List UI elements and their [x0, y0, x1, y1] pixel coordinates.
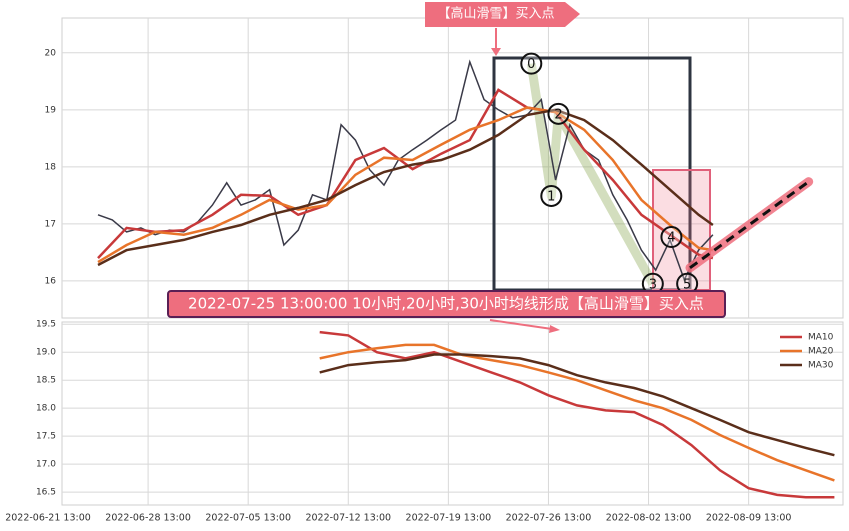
top-frame	[61, 17, 844, 319]
y-tick-label: 19.5	[36, 320, 56, 330]
pattern-point	[540, 184, 563, 207]
pattern-band	[526, 62, 657, 286]
x-tick-label: 2022-07-12 13:00	[305, 513, 391, 524]
pattern-label: 2	[554, 107, 562, 122]
projection-line	[689, 180, 810, 270]
series-line	[97, 88, 714, 260]
series-line	[97, 106, 714, 264]
y-tick-label: 16.5	[36, 488, 56, 498]
pattern-point	[520, 52, 543, 75]
series-line	[319, 353, 835, 457]
pattern-label: 3	[649, 277, 657, 292]
series-line	[97, 108, 714, 267]
x-tick-label: 2022-07-19 13:00	[406, 513, 492, 524]
x-tick-label: 2022-06-21 13:00	[5, 513, 91, 524]
buy-label-box	[425, 2, 580, 27]
pattern-label: 1	[547, 189, 555, 204]
x-tick-label: 2022-06-28 13:00	[105, 513, 191, 524]
series-line	[319, 343, 835, 482]
y-tick-label: 19.0	[36, 348, 56, 358]
buy-label: 【高山滑雪】买入点	[437, 6, 554, 22]
signal-arrow	[489, 319, 553, 330]
bottom-frame	[61, 321, 844, 506]
series-line	[319, 330, 835, 499]
y-tick-label: 17.0	[36, 460, 56, 470]
y-tick-label: 16	[45, 276, 57, 286]
signal-arrowhead	[549, 325, 560, 333]
signal-text: 2022-07-25 13:00:00 10小时,20小时,30小时均线形成【高…	[188, 295, 704, 313]
pattern-label: 5	[683, 277, 691, 292]
legend-label: MA20	[808, 347, 834, 357]
pattern-point	[660, 226, 683, 249]
x-tick-label: 2022-08-02 13:00	[606, 513, 692, 524]
x-tick-label: 2022-07-26 13:00	[506, 513, 592, 524]
x-tick-label: 2022-08-09 13:00	[706, 513, 792, 524]
legend-label: MA30	[808, 361, 834, 371]
pattern-label: 4	[667, 231, 675, 246]
buy-arrowhead	[491, 48, 501, 56]
legend-label: MA10	[808, 333, 834, 343]
y-tick-label: 18.5	[36, 376, 56, 386]
series-line	[97, 59, 714, 282]
y-tick-label: 18.0	[36, 404, 56, 414]
y-tick-label: 18	[45, 162, 57, 172]
y-tick-label: 17	[45, 219, 56, 229]
pattern-point	[547, 102, 570, 125]
x-tick-label: 2022-07-05 13:00	[205, 513, 291, 524]
y-tick-label: 17.5	[36, 432, 56, 442]
y-tick-label: 19	[45, 105, 57, 115]
pattern-label: 0	[527, 57, 535, 72]
signal-banner	[167, 290, 726, 318]
y-tick-label: 20	[45, 48, 57, 58]
